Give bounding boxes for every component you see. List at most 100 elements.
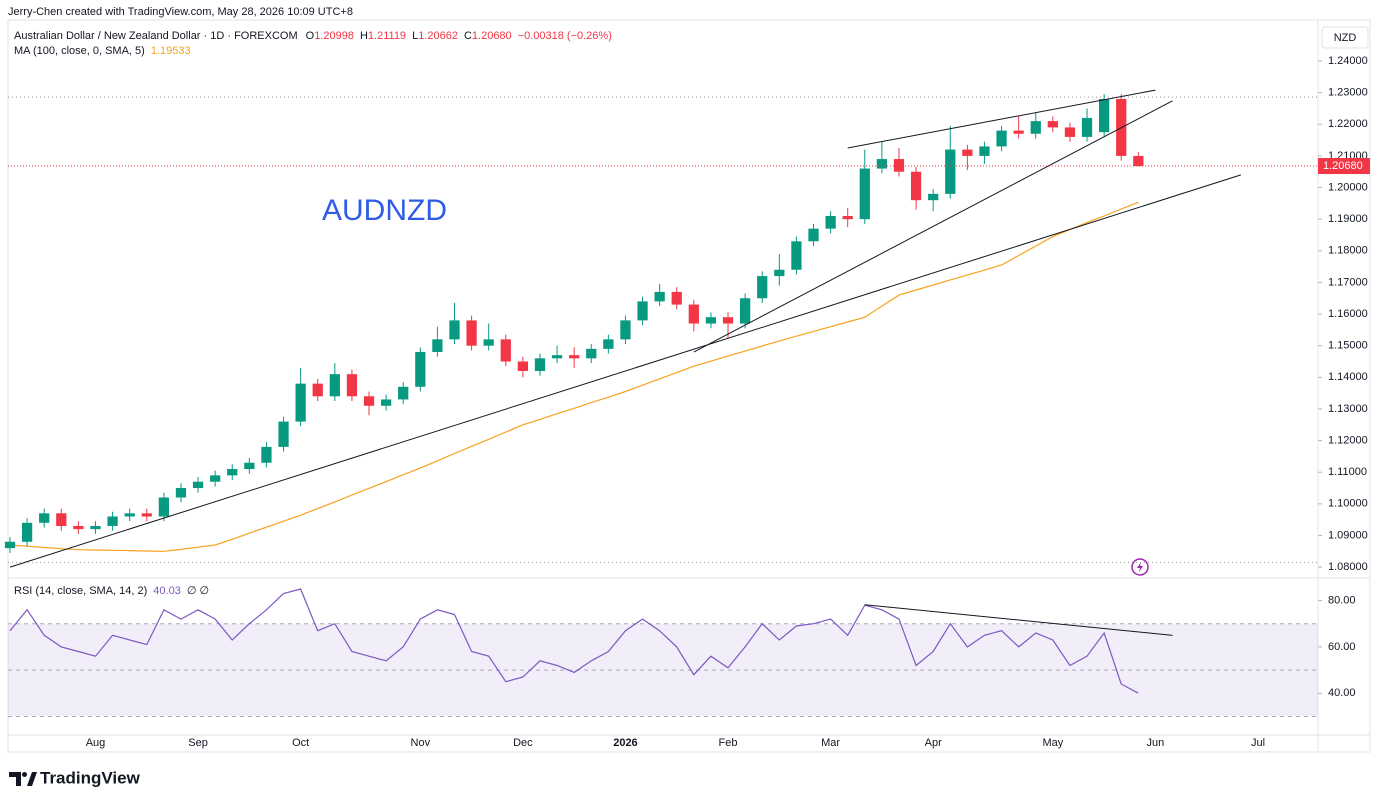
plot: Aug Sep Oct Nov Dec 2026 Feb Mar Apr May Jun Jul 1.0… <box>4 55 1370 749</box>
alert-icon <box>1131 558 1149 576</box>
candle-body <box>928 193 939 201</box>
candle-body <box>637 301 648 321</box>
alert-circle <box>1131 558 1149 576</box>
close-value: 1.20680 <box>472 30 512 42</box>
candle-body <box>722 317 734 324</box>
x-tick-label: Feb <box>719 737 738 749</box>
candle-body <box>671 291 682 305</box>
attribution: Jerry-Chen created with TradingView.com,… <box>8 6 353 18</box>
candle-body <box>757 276 768 299</box>
candle-body <box>739 298 751 324</box>
rsi-legend: RSI (14, close, SMA, 14, 2) 40.03 ∅ ∅ <box>14 585 209 597</box>
x-tick-label: Jun <box>1147 737 1165 749</box>
candle-body <box>141 513 152 517</box>
candle-body <box>893 159 905 172</box>
candle-body <box>979 146 990 156</box>
candle-body <box>654 291 665 302</box>
candle-body <box>192 481 204 489</box>
brand-logo <box>9 772 37 786</box>
last-price-label: 1.20680 <box>1323 160 1363 172</box>
open-label: O <box>306 30 315 42</box>
y-tick-label: 1.13000 <box>1328 403 1368 415</box>
candle-body <box>363 396 375 406</box>
candle-body <box>244 462 255 470</box>
x-tick-label: 2026 <box>613 737 637 749</box>
candle-body <box>295 383 306 422</box>
high-value: 1.21119 <box>368 30 406 42</box>
candle-body <box>500 339 511 362</box>
candle-body <box>432 339 443 353</box>
x-tick-label: Mar <box>821 737 840 749</box>
candle-body <box>227 469 238 476</box>
candle-body <box>261 446 272 463</box>
y-tick-label: 1.08000 <box>1328 561 1368 573</box>
candle-body <box>107 516 118 526</box>
candle-body <box>56 513 67 526</box>
x-tick-label: Nov <box>411 737 431 749</box>
candle-body <box>808 228 819 242</box>
candle-body <box>551 355 563 359</box>
x-tick-label: Sep <box>188 737 208 749</box>
candle-body <box>124 513 135 517</box>
candle-body <box>517 361 529 371</box>
rsi-flags: ∅ ∅ <box>187 585 209 597</box>
ma-legend: MA (100, close, 0, SMA, 5) 1.19533 <box>14 45 191 57</box>
candle-body <box>466 320 477 346</box>
y-tick-label: 1.20000 <box>1328 181 1368 193</box>
y-tick-label: 1.14000 <box>1328 371 1368 383</box>
symbol: Australian Dollar / New Zealand Dollar ·… <box>14 30 298 42</box>
candle-body <box>1047 121 1058 128</box>
candle-body <box>825 215 836 229</box>
x-tick-label: Jul <box>1251 737 1265 749</box>
currency-box <box>1321 26 1369 49</box>
candle-body <box>603 339 614 349</box>
symbol-legend: Australian Dollar / New Zealand Dollar ·… <box>14 30 612 42</box>
chart-frame <box>7 19 1371 753</box>
x-tick-label: Apr <box>925 737 942 749</box>
rsi-value: 40.03 <box>153 585 181 597</box>
candle-body <box>859 168 870 220</box>
brand: TradingView <box>40 768 141 787</box>
watermark: AUDNZD <box>322 194 447 227</box>
x-tick-label: May <box>1042 737 1063 749</box>
x-tick-label: Aug <box>86 737 106 749</box>
y-tick-label: 1.18000 <box>1328 245 1368 257</box>
logo-mark-b <box>22 772 27 777</box>
series-line <box>9 588 1139 694</box>
candle-body <box>39 513 50 523</box>
alert-bolt <box>1137 562 1143 572</box>
candle-body <box>586 348 597 359</box>
open-value: 1.20998 <box>314 30 354 42</box>
candle-body <box>210 475 221 482</box>
candle-body <box>876 159 888 169</box>
low-label: L <box>412 30 418 42</box>
y-tick-label: 1.22000 <box>1328 118 1368 130</box>
trend-line <box>693 100 1173 353</box>
last-price-tag <box>1318 158 1370 175</box>
series-line <box>9 201 1139 552</box>
candle-body <box>534 358 546 371</box>
candle-body <box>329 374 340 397</box>
candle-body <box>705 317 717 324</box>
candle-body <box>415 352 426 387</box>
candle-body <box>278 421 289 447</box>
candle-body <box>21 522 33 542</box>
logo-mark-c <box>27 772 37 786</box>
candle-body <box>1099 98 1110 133</box>
rsi-name: RSI (14, close, SMA, 14, 2) <box>14 585 147 597</box>
low-value: 1.20662 <box>418 30 458 42</box>
y-tick-label: 1.11000 <box>1328 466 1367 478</box>
ma-value: 1.19533 <box>151 45 191 57</box>
logo-mark-a <box>9 772 21 786</box>
candle-body <box>569 355 580 359</box>
candle-body <box>1013 130 1024 134</box>
candle-body <box>774 269 785 277</box>
y-tick-label: 1.16000 <box>1328 308 1368 320</box>
candle-body <box>962 149 973 156</box>
y-tick-label: 1.15000 <box>1328 340 1368 352</box>
candle-body <box>73 525 84 530</box>
y-tick-label: 80.00 <box>1328 594 1356 606</box>
candle-body <box>910 171 922 201</box>
trend-line <box>9 174 1242 568</box>
